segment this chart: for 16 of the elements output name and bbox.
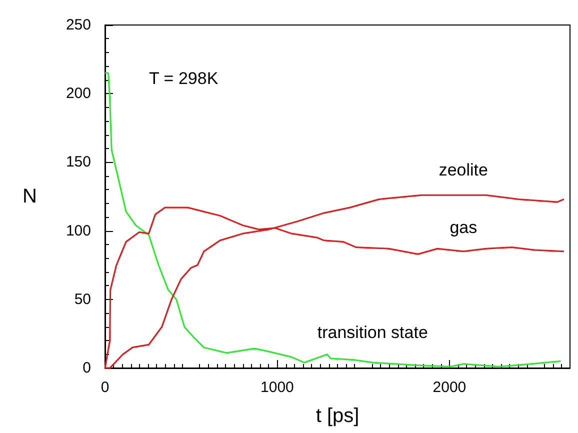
x-tick-label: 1000 (260, 379, 294, 396)
y-tick-label: 100 (66, 222, 91, 240)
line-series (104, 72, 562, 368)
y-tick-label: 200 (66, 85, 91, 102)
series-label: gas (450, 218, 478, 237)
y-tick-label: 50 (74, 290, 91, 308)
x-tick-label: 2000 (432, 379, 466, 396)
series-label: zeolite (438, 160, 488, 180)
y-tick-label: 150 (66, 154, 91, 171)
x-tick-label: 0 (100, 379, 110, 396)
y-tick-label: 0 (82, 360, 91, 376)
y-tick-label: 250 (66, 16, 91, 34)
x-axis-title: t [ps] (316, 405, 360, 427)
series-label: transition state (317, 323, 428, 342)
y-axis-title: N (22, 186, 37, 208)
annotation: T = 298K (149, 69, 219, 88)
